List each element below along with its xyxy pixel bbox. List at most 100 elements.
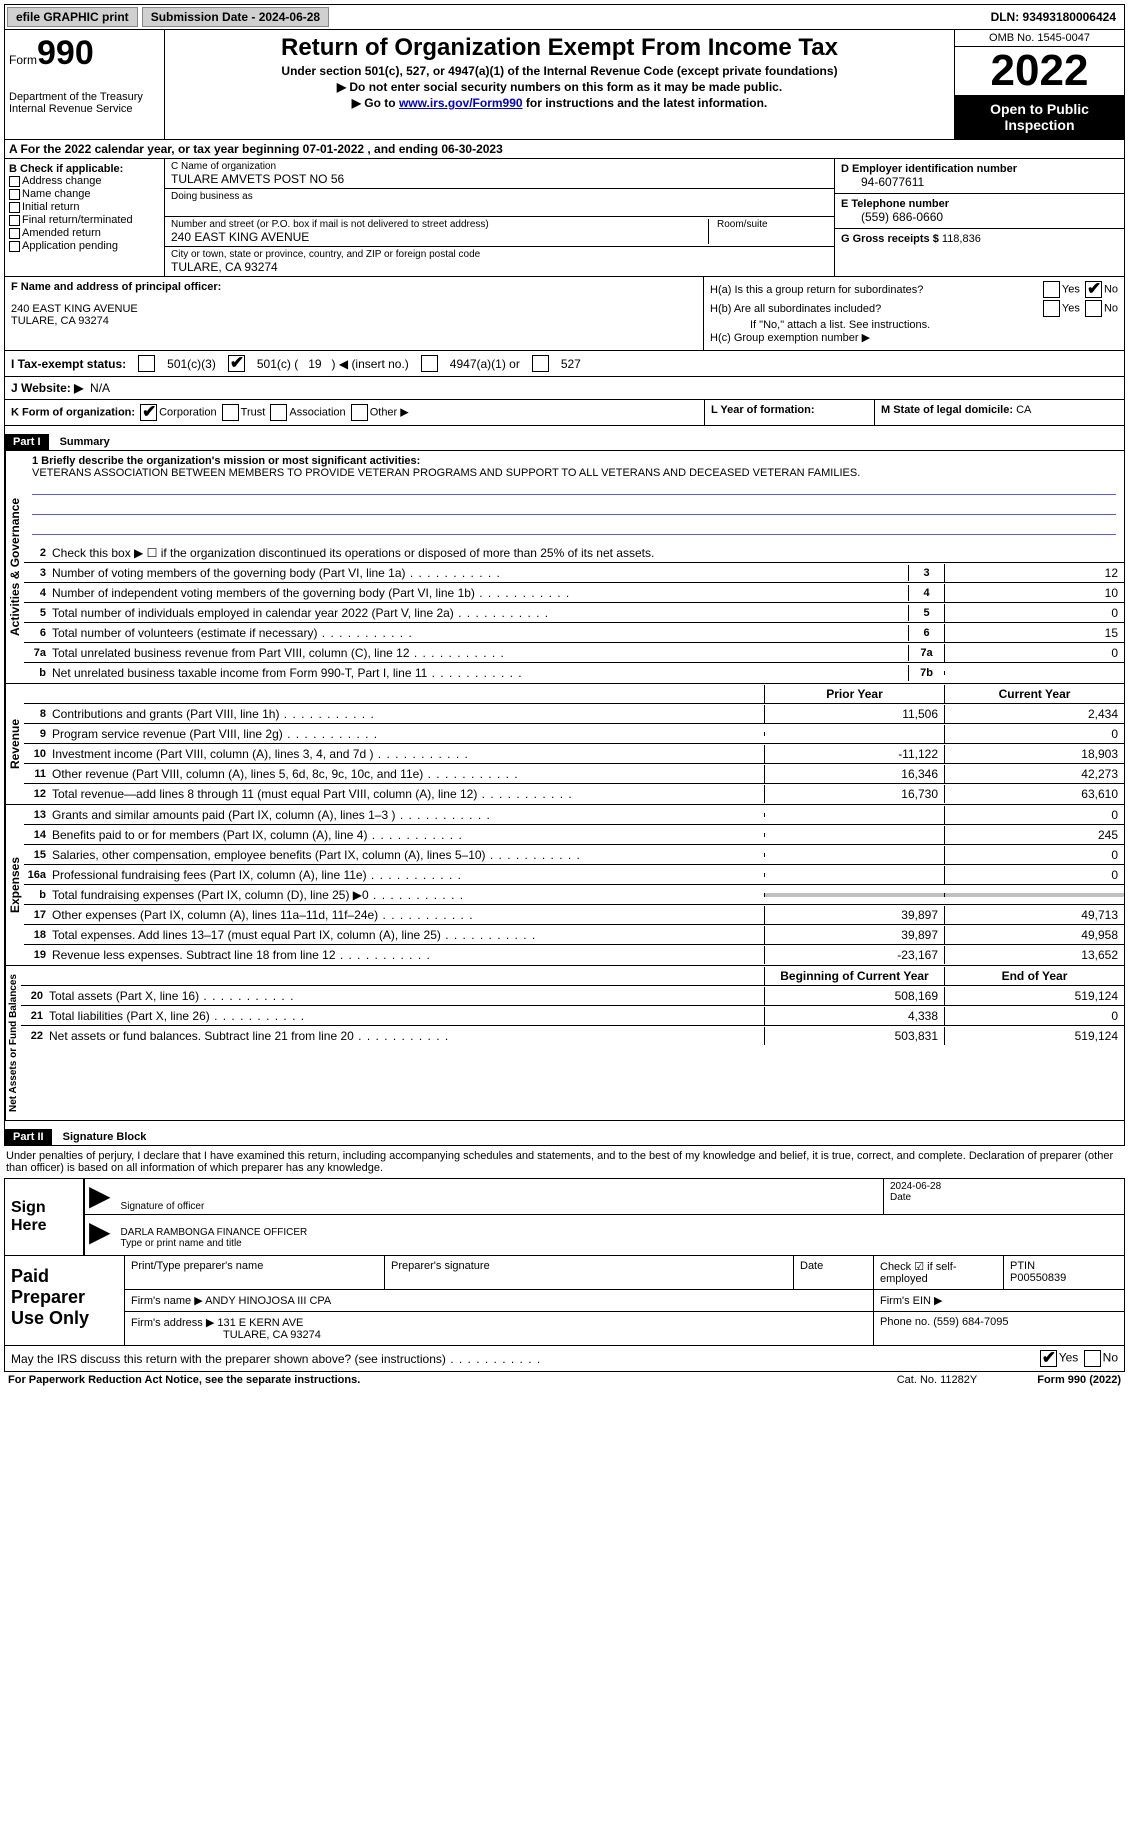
hb-yes-checkbox[interactable] <box>1043 300 1060 317</box>
name-title-label: Type or print name and title <box>121 1238 1118 1249</box>
sum-prior <box>764 732 944 736</box>
arrow-icon: ▶ <box>85 1215 115 1251</box>
box-fh: F Name and address of principal officer:… <box>4 277 1125 351</box>
sum-desc: Investment income (Part VIII, column (A)… <box>52 745 764 763</box>
sum-prior <box>764 813 944 817</box>
assoc-checkbox[interactable] <box>270 404 287 421</box>
paid-preparer-block: Paid Preparer Use Only Print/Type prepar… <box>4 1256 1125 1346</box>
row-k: K Form of organization: Corporation Trus… <box>4 400 1125 426</box>
sig-date-value: 2024-06-28 <box>890 1181 1118 1192</box>
sum-val: 10 <box>944 584 1124 602</box>
sum-desc: Total assets (Part X, line 16) <box>49 987 764 1005</box>
phone-label: Phone no. <box>880 1316 930 1328</box>
officer-addr2: TULARE, CA 93274 <box>11 315 697 327</box>
line1-label: 1 Briefly describe the organization's mi… <box>32 455 1116 467</box>
officer-addr1: 240 EAST KING AVENUE <box>11 303 697 315</box>
firm-ein-label: Firm's EIN ▶ <box>874 1290 1124 1311</box>
527-checkbox[interactable] <box>532 355 549 372</box>
signature-block: Sign Here ▶ Signature of officer 2024-06… <box>4 1178 1125 1256</box>
check-final-return[interactable]: Final return/terminated <box>9 214 160 226</box>
sum-boxnum: 3 <box>908 565 944 581</box>
box-bcd: B Check if applicable: Address change Na… <box>4 159 1125 277</box>
vlabel-netassets: Net Assets or Fund Balances <box>5 966 21 1120</box>
cat-no: Cat. No. 11282Y <box>897 1374 978 1386</box>
sum-desc: Total number of individuals employed in … <box>52 604 908 622</box>
4947-checkbox[interactable] <box>421 355 438 372</box>
sum-current: 42,273 <box>944 765 1124 783</box>
sum-prior <box>764 833 944 837</box>
sum-current: 49,958 <box>944 926 1124 944</box>
sig-date-label: Date <box>890 1192 1118 1203</box>
gross-label: G Gross receipts $ <box>841 233 939 245</box>
firm-addr2: TULARE, CA 93274 <box>131 1329 321 1341</box>
501c3-checkbox[interactable] <box>138 355 155 372</box>
sum-current: 0 <box>944 1007 1124 1025</box>
sum-current: 63,610 <box>944 785 1124 803</box>
sum-desc: Number of voting members of the governin… <box>52 564 908 582</box>
check-address-change[interactable]: Address change <box>9 175 160 187</box>
501c-checkbox[interactable] <box>228 355 245 372</box>
check-app-pending[interactable]: Application pending <box>9 240 160 252</box>
ein-label: D Employer identification number <box>841 163 1118 175</box>
sum-prior: 16,730 <box>764 785 944 803</box>
sum-current: 0 <box>944 866 1124 884</box>
vlabel-expenses: Expenses <box>5 805 24 965</box>
hdr-begin: Beginning of Current Year <box>764 967 944 985</box>
irs-discuss-q: May the IRS discuss this return with the… <box>11 1352 541 1366</box>
sum-current: 519,124 <box>944 1027 1124 1045</box>
firm-name-label: Firm's name ▶ <box>131 1295 203 1307</box>
part-1-title: Summary <box>52 434 118 450</box>
other-checkbox[interactable] <box>351 404 368 421</box>
efile-print-button[interactable]: efile GRAPHIC print <box>7 7 138 27</box>
subtitle-1: Under section 501(c), 527, or 4947(a)(1)… <box>173 64 946 78</box>
sum-current: 13,652 <box>944 946 1124 964</box>
room-suite-label: Room/suite <box>708 219 828 244</box>
sum-prior: 11,506 <box>764 705 944 723</box>
sum-val: 12 <box>944 564 1124 582</box>
row-a-tax-year: A For the 2022 calendar year, or tax yea… <box>4 140 1125 159</box>
sum-val <box>944 671 1124 675</box>
sum-val: 0 <box>944 644 1124 662</box>
hdr-end: End of Year <box>944 967 1124 985</box>
submission-date-button[interactable]: Submission Date - 2024-06-28 <box>142 7 329 27</box>
addr-value: 240 EAST KING AVENUE <box>171 230 708 244</box>
org-name-label: C Name of organization <box>171 161 828 172</box>
tel-label: E Telephone number <box>841 198 1118 210</box>
firm-addr1: 131 E KERN AVE <box>217 1317 303 1329</box>
dept-label: Department of the Treasury Internal Reve… <box>9 91 160 115</box>
firm-addr-label: Firm's address ▶ <box>131 1317 214 1329</box>
trust-checkbox[interactable] <box>222 404 239 421</box>
arrow-icon: ▶ <box>85 1179 115 1214</box>
l-label: L Year of formation: <box>711 404 815 416</box>
ha-no-checkbox[interactable] <box>1085 281 1102 298</box>
prep-name-label: Print/Type preparer's name <box>125 1256 385 1289</box>
hb-no-checkbox[interactable] <box>1085 300 1102 317</box>
prep-date-label: Date <box>794 1256 874 1289</box>
sum-desc: Net assets or fund balances. Subtract li… <box>49 1027 764 1045</box>
check-initial-return[interactable]: Initial return <box>9 201 160 213</box>
form-title: Return of Organization Exempt From Incom… <box>173 34 946 62</box>
sum-boxnum: 7a <box>908 645 944 661</box>
part-1-header: Part I <box>5 434 49 450</box>
sum-desc: Program service revenue (Part VIII, line… <box>52 725 764 743</box>
sum-desc: Total number of volunteers (estimate if … <box>52 624 908 642</box>
corp-checkbox[interactable] <box>140 404 157 421</box>
ptin-value: P00550839 <box>1010 1272 1118 1284</box>
sum-boxnum: 4 <box>908 585 944 601</box>
ha-yes-checkbox[interactable] <box>1043 281 1060 298</box>
irs-link[interactable]: www.irs.gov/Form990 <box>399 96 523 110</box>
ptin-label: PTIN <box>1010 1260 1118 1272</box>
discuss-yes-checkbox[interactable] <box>1040 1350 1057 1367</box>
sum-boxnum: 7b <box>908 665 944 681</box>
line2-desc: Check this box ▶ ☐ if the organization d… <box>52 544 1124 562</box>
sig-officer-label: Signature of officer <box>121 1201 877 1212</box>
row-j-website: J Website: ▶ N/A <box>4 377 1125 400</box>
dba-label: Doing business as <box>171 191 253 214</box>
open-inspection: Open to Public Inspection <box>955 95 1124 139</box>
check-amended[interactable]: Amended return <box>9 227 160 239</box>
check-name-change[interactable]: Name change <box>9 188 160 200</box>
discuss-no-checkbox[interactable] <box>1084 1350 1101 1367</box>
sum-prior: 39,897 <box>764 926 944 944</box>
sum-current: 49,713 <box>944 906 1124 924</box>
sum-val: 15 <box>944 624 1124 642</box>
